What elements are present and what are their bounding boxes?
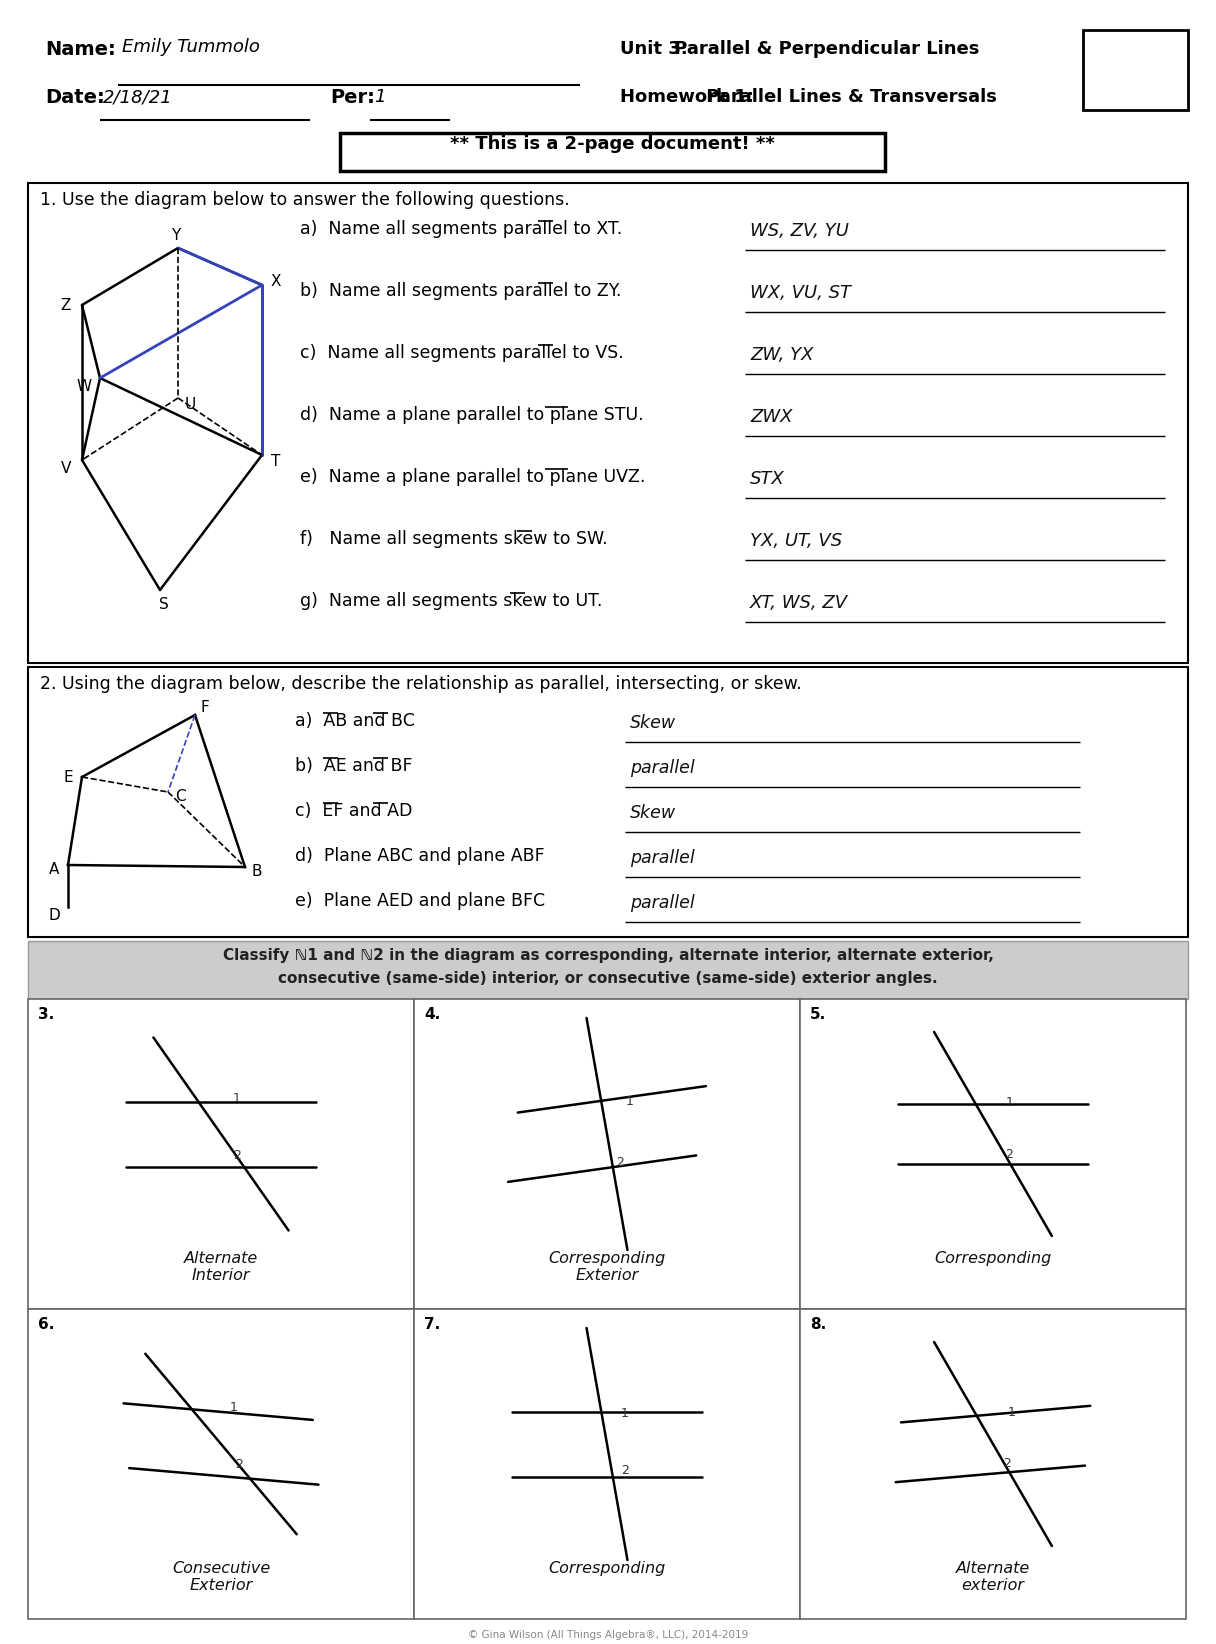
Text: Unit 3:: Unit 3:	[620, 39, 688, 58]
Text: Date:: Date:	[45, 89, 105, 107]
Bar	[340, 133, 885, 171]
Text: X: X	[271, 273, 281, 288]
Text: WX, VU, ST: WX, VU, ST	[750, 284, 851, 302]
Text: 1: 1	[1008, 1406, 1015, 1419]
Bar	[800, 1000, 1186, 1309]
Text: C: C	[175, 789, 185, 804]
Bar	[28, 940, 1188, 1000]
Text: d)  Name a plane parallel to plane STU.: d) Name a plane parallel to plane STU.	[300, 406, 643, 424]
Text: 1: 1	[626, 1095, 634, 1108]
Text: 2: 2	[1003, 1457, 1010, 1470]
Text: 2. Using the diagram below, describe the relationship as parallel, intersecting,: 2. Using the diagram below, describe the…	[40, 676, 801, 694]
Text: 1: 1	[621, 1407, 629, 1420]
Text: Name:: Name:	[45, 39, 116, 59]
Text: a)  Name all segments parallel to XT.: a) Name all segments parallel to XT.	[300, 220, 623, 238]
Bar	[28, 1309, 413, 1619]
Text: © Gina Wilson (All Things Algebra®, LLC), 2014-2019: © Gina Wilson (All Things Algebra®, LLC)…	[468, 1629, 748, 1641]
Text: YX, UT, VS: YX, UT, VS	[750, 533, 843, 551]
Text: ZWX: ZWX	[750, 408, 793, 426]
Text: Alternate
Interior: Alternate Interior	[184, 1251, 258, 1284]
Text: Per:: Per:	[330, 89, 375, 107]
Text: STX: STX	[750, 470, 784, 488]
Text: Corresponding: Corresponding	[548, 1562, 665, 1577]
Text: g)  Name all segments skew to UT.: g) Name all segments skew to UT.	[300, 592, 602, 610]
Text: A: A	[49, 861, 60, 876]
Text: XT, WS, ZV: XT, WS, ZV	[750, 593, 848, 612]
Text: parallel: parallel	[630, 848, 694, 866]
Text: c)  Name all segments parallel to VS.: c) Name all segments parallel to VS.	[300, 344, 624, 362]
Bar	[413, 1309, 800, 1619]
Text: W: W	[77, 378, 91, 393]
Text: e)  Plane AED and plane BFC: e) Plane AED and plane BFC	[295, 893, 545, 911]
Text: Skew: Skew	[630, 713, 676, 732]
Text: V: V	[61, 460, 72, 475]
Text: 2: 2	[1006, 1148, 1013, 1161]
Text: 5.: 5.	[810, 1008, 826, 1023]
Text: 1: 1	[1006, 1095, 1013, 1108]
Text: T: T	[271, 454, 281, 469]
Text: 7.: 7.	[424, 1317, 440, 1332]
Text: Parallel & Perpendicular Lines: Parallel & Perpendicular Lines	[668, 39, 979, 58]
Text: f)   Name all segments skew to SW.: f) Name all segments skew to SW.	[300, 529, 608, 547]
Text: 1: 1	[230, 1401, 237, 1414]
Text: d)  Plane ABC and plane ABF: d) Plane ABC and plane ABF	[295, 847, 545, 865]
Text: Consecutive
Exterior: Consecutive Exterior	[171, 1562, 270, 1593]
Text: 2/18/21: 2/18/21	[103, 89, 173, 105]
Bar	[28, 667, 1188, 937]
Text: Y: Y	[171, 227, 181, 243]
Bar	[28, 1000, 413, 1309]
Bar	[800, 1309, 1186, 1619]
Text: Corresponding
Exterior: Corresponding Exterior	[548, 1251, 665, 1284]
Text: Classify ℕ1 and ℕ2 in the diagram as corresponding, alternate interior, alternat: Classify ℕ1 and ℕ2 in the diagram as cor…	[223, 949, 993, 963]
Text: 6.: 6.	[38, 1317, 55, 1332]
Text: c)  EF and AD: c) EF and AD	[295, 802, 412, 820]
Text: B: B	[252, 863, 263, 878]
Text: Alternate
exterior: Alternate exterior	[956, 1562, 1030, 1593]
Text: consecutive (same-side) interior, or consecutive (same-side) exterior angles.: consecutive (same-side) interior, or con…	[278, 972, 938, 986]
Text: Homework 1:: Homework 1:	[620, 89, 754, 105]
Text: b)  AE and BF: b) AE and BF	[295, 756, 412, 774]
Text: 4.: 4.	[424, 1008, 440, 1023]
Text: ZW, YX: ZW, YX	[750, 345, 814, 363]
Text: b)  Name all segments parallel to ZY.: b) Name all segments parallel to ZY.	[300, 283, 621, 299]
Text: 3.: 3.	[38, 1008, 55, 1023]
Text: parallel: parallel	[630, 760, 694, 778]
Text: U: U	[185, 396, 196, 411]
Text: Corresponding: Corresponding	[934, 1251, 1052, 1266]
Text: 2: 2	[617, 1156, 624, 1169]
Text: ** This is a 2-page document! **: ** This is a 2-page document! **	[450, 135, 775, 153]
Bar	[1083, 30, 1188, 110]
Text: 8.: 8.	[810, 1317, 826, 1332]
Text: Skew: Skew	[630, 804, 676, 822]
Text: WS, ZV, YU: WS, ZV, YU	[750, 222, 849, 240]
Text: e)  Name a plane parallel to plane UVZ.: e) Name a plane parallel to plane UVZ.	[300, 469, 646, 487]
Text: 1: 1	[233, 1092, 241, 1105]
Text: F: F	[201, 699, 209, 715]
Text: D: D	[49, 907, 60, 922]
Text: 2: 2	[233, 1149, 241, 1162]
Text: 2: 2	[621, 1463, 629, 1476]
Text: S: S	[159, 597, 169, 612]
Text: E: E	[63, 769, 73, 784]
Text: Z: Z	[61, 298, 72, 312]
Text: Parallel Lines & Transversals: Parallel Lines & Transversals	[700, 89, 997, 105]
Bar	[413, 1000, 800, 1309]
Text: 2: 2	[235, 1458, 243, 1471]
Text: Emily Tummolo: Emily Tummolo	[122, 38, 260, 56]
Text: 1. Use the diagram below to answer the following questions.: 1. Use the diagram below to answer the f…	[40, 191, 570, 209]
Text: a)  AB and BC: a) AB and BC	[295, 712, 415, 730]
Bar	[28, 182, 1188, 663]
Text: 1: 1	[375, 89, 385, 105]
Text: parallel: parallel	[630, 894, 694, 912]
